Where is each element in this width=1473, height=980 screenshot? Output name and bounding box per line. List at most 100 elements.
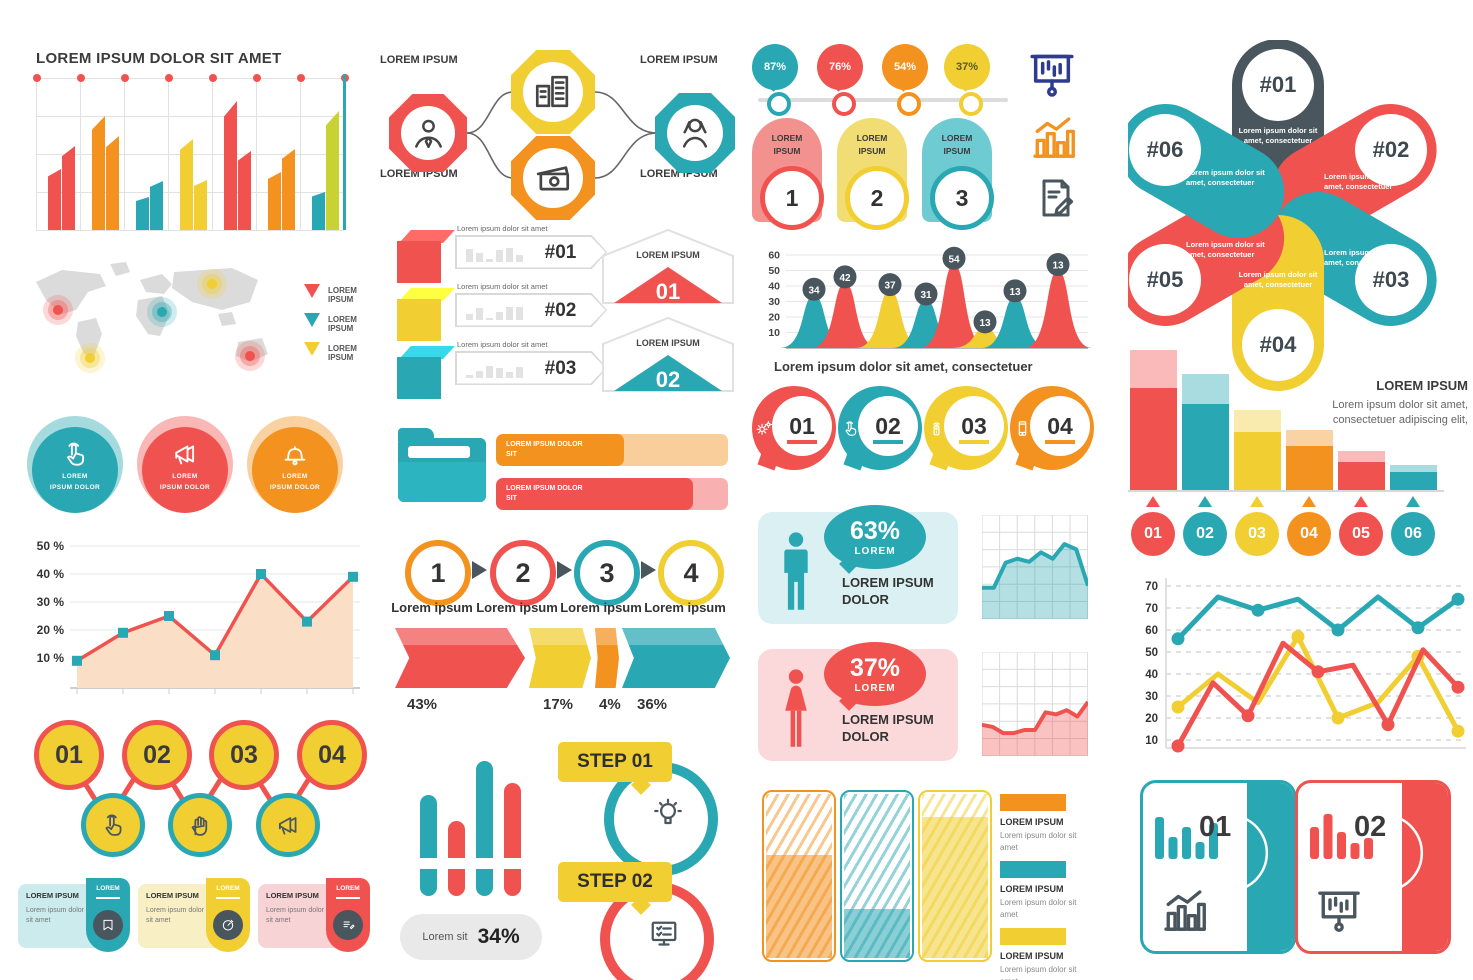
tab-underline (96, 897, 120, 899)
card-number: 01 (1199, 811, 1232, 843)
chevron-bar (529, 628, 591, 688)
y-tick-label: 40 % (37, 567, 65, 581)
tab-label: LOREM (336, 885, 360, 892)
flow-octagon (511, 50, 595, 134)
circle-badge: LOREM IPSUM DOLOR (252, 427, 338, 513)
progress-label: LOREM IPSUM DOLOR SIT (506, 441, 583, 458)
tap-icon (105, 814, 122, 836)
y-tick-label: 10 (1145, 735, 1158, 747)
cube-caption: Lorem ipsum dolor sit amet (457, 282, 548, 291)
octagon-flow-section: LOREM IPSUM LOREM IPSUM LOREM IPSUM LOREM I… (372, 40, 752, 232)
progress-fill: LOREM IPSUM DOLOR SIT (496, 478, 693, 510)
cube-number: #03 (544, 357, 577, 379)
mini-bar (1182, 827, 1191, 859)
number-underline (959, 440, 989, 444)
timeline-icon-circle (256, 793, 320, 857)
y-tick-label: 50 (1145, 647, 1158, 659)
bar-cap (1234, 410, 1281, 432)
marker-triangle-icon (1250, 496, 1264, 507)
number-underline (1045, 440, 1075, 444)
tab-label: LOREM (216, 885, 240, 892)
mini-bar (1168, 837, 1178, 859)
percent-balloon: 37% (944, 44, 990, 90)
bubble-caption: LOREM (854, 683, 896, 694)
y-tick-label: 70 (1145, 603, 1158, 615)
house-outline (602, 228, 734, 304)
house-outline (602, 316, 734, 392)
percent-value: 37% (849, 654, 901, 682)
card-tab: LOREM (86, 878, 130, 952)
flow-connectors (466, 91, 658, 179)
data-label: 37 (884, 281, 896, 292)
badge-label: IPSUM DOLOR (49, 484, 101, 491)
y-tick-label: 10 % (37, 651, 65, 665)
y-tick-label: 60 (768, 250, 780, 262)
bar (1234, 432, 1281, 490)
step-label: Lorem ipsum (391, 600, 473, 615)
cube-list-section: Lorem ipsum dolor sit amet #01 Lorem ipsum… (395, 224, 613, 404)
gridline-h (36, 230, 344, 231)
legend-body: Lorem ipsum dolor sit amet (1000, 831, 1077, 852)
mini-bar (495, 367, 503, 378)
bell-icon (280, 439, 310, 469)
gender-text: LOREM IPSUM DOLOR (842, 712, 934, 744)
card-side-panel (1402, 783, 1448, 951)
badge-label: IPSUM DOLOR (159, 484, 211, 491)
map-marker (85, 353, 95, 363)
chevron-label: 17% (543, 696, 574, 713)
petal-text: Lorem ipsum dolor sit amet, consectetuer (1324, 172, 1403, 192)
peak-area (856, 290, 924, 348)
person-silhouette-icon (778, 529, 814, 615)
bubble-number: 03 (961, 412, 987, 439)
percent-line-chart-section: 50 % 40 % 30 % 20 % 10 % (22, 528, 370, 704)
mini-bar (465, 248, 473, 262)
megaphone-icon (278, 817, 297, 835)
mini-bar (515, 306, 523, 320)
marker (1171, 632, 1185, 646)
percent-line-chart: 50 % 40 % 30 % 20 % 10 % (37, 539, 360, 694)
folder-front (398, 462, 486, 502)
marker (1451, 724, 1465, 738)
marker (1311, 665, 1325, 679)
legend-triangle-icon (304, 284, 320, 298)
house-number: 01 (656, 279, 680, 304)
gears-icon (755, 419, 774, 438)
flow-octagon (655, 93, 735, 173)
mini-bar (495, 311, 503, 320)
map-legend-label: LOREM IPSUM (328, 315, 357, 333)
arrow-house: LOREM IPSUM 01 (602, 228, 734, 304)
decay-body: Lorem ipsum dolor sit amet, consectetuer… (1332, 399, 1468, 427)
info-cards-section: LOREM IPSUM Lorem ipsum dolor sit amet LOR… (18, 876, 380, 972)
bar (180, 139, 193, 230)
bar (224, 101, 237, 230)
marker-triangle-icon (1198, 496, 1212, 507)
chevron-bar (622, 628, 730, 688)
progress-label: LOREM IPSUM DOLOR SIT (506, 485, 583, 502)
buildings-icon (536, 76, 569, 108)
multi-line-chart: 70 70 60 50 40 30 20 10 (1145, 578, 1466, 753)
peaks-caption: Lorem ipsum dolor sit amet, consectetuer (774, 359, 1033, 374)
bar (1286, 446, 1333, 490)
bar-gap-band (412, 858, 530, 869)
continent (110, 262, 130, 276)
timeline-marker (959, 92, 983, 116)
mini-bar (465, 313, 473, 320)
marker (118, 627, 128, 638)
timeline-icon-circle (168, 793, 232, 857)
legend-title: LOREM IPSUM (1000, 884, 1064, 894)
marker (302, 616, 312, 627)
stat-pill: Lorem sit 34% (400, 914, 542, 960)
marker-triangle-icon (1302, 496, 1316, 507)
y-tick-label: 50 % (37, 539, 65, 553)
series-dot (296, 74, 305, 82)
line-series-teal (1175, 594, 1461, 642)
series-dot (120, 74, 129, 82)
step-label: Lorem ipsum (560, 600, 642, 615)
peaks-chart: 60 50 40 30 20 10 34 42 37 31 54 13 13 13 (768, 246, 1092, 349)
data-label-circle (914, 282, 938, 306)
bar (268, 172, 281, 230)
marker (1451, 592, 1465, 606)
bar-cap (1338, 451, 1385, 462)
presentation-icon (1024, 46, 1080, 102)
petal-number-circle: #03 (1355, 244, 1427, 316)
